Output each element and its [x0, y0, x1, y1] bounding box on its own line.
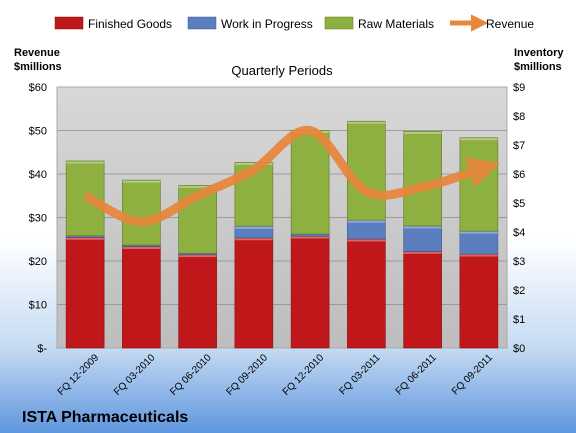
left-tick-label: $40 [29, 169, 47, 181]
right-tick-label: $4 [513, 227, 525, 239]
right-tick-label: $5 [513, 198, 525, 210]
bar-work-in-progress [403, 225, 442, 252]
bar-raw-materials [122, 179, 161, 246]
bar-finished-goods [347, 238, 386, 349]
bar-finished-goods [459, 253, 499, 349]
legend-label-finished-goods: Finished Goods [88, 17, 172, 31]
legend-swatch-finished-goods [54, 16, 84, 30]
bar-raw-materials [290, 130, 330, 235]
left-tick-label: $50 [29, 126, 47, 138]
left-axis-title-line1: Revenue [14, 47, 60, 59]
right-tick-label: $9 [513, 82, 525, 94]
legend-swatch-raw-materials [324, 16, 354, 30]
left-axis-title-line2: $millions [14, 61, 62, 73]
revenue-line-group [83, 125, 500, 227]
left-axis-ticks: $- $10 $20 $30 $40 $50 $60 [29, 82, 48, 355]
right-tick-label: $6 [513, 169, 525, 181]
right-tick-label: $0 [513, 343, 525, 355]
legend-label-revenue: Revenue [486, 17, 534, 31]
bar-finished-goods [65, 236, 105, 349]
right-tick-label: $7 [513, 140, 525, 152]
left-tick-label: $20 [29, 256, 47, 268]
company-name: ISTA Pharmaceuticals [22, 409, 188, 426]
bar-raw-materials [403, 131, 442, 227]
bar-finished-goods [403, 251, 442, 349]
bars-group [65, 120, 499, 349]
left-tick-label: $10 [29, 300, 47, 312]
chart-title: Quarterly Periods [231, 63, 333, 78]
right-tick-label: $3 [513, 256, 525, 268]
left-tick-label: $- [37, 343, 47, 355]
bar-finished-goods [178, 254, 217, 349]
right-axis-title-line1: Inventory [514, 47, 564, 59]
left-tick-label: $60 [29, 82, 47, 94]
legend: Finished Goods Work in Progress Raw Mate… [54, 14, 534, 32]
legend-label-work-in-progress: Work in Progress [221, 17, 313, 31]
left-tick-label: $30 [29, 213, 47, 225]
right-tick-label: $1 [513, 314, 525, 326]
bar-finished-goods [290, 235, 330, 349]
revenue-line [83, 125, 500, 227]
bar-work-in-progress [459, 230, 499, 255]
bar-finished-goods [122, 246, 161, 349]
legend-swatch-work-in-progress [187, 16, 217, 30]
bar-work-in-progress [347, 219, 386, 240]
legend-label-raw-materials: Raw Materials [358, 17, 434, 31]
bar-work-in-progress [290, 233, 330, 237]
bar-raw-materials [459, 137, 499, 232]
bar-raw-materials [347, 120, 386, 221]
right-axis-ticks: $0 $1 $2 $3 $4 $5 $6 $7 $8 $9 [513, 82, 525, 355]
right-axis-title-line2: $millions [514, 61, 562, 73]
right-tick-label: $8 [513, 111, 525, 123]
right-tick-label: $2 [513, 285, 525, 297]
bar-finished-goods [234, 237, 274, 349]
